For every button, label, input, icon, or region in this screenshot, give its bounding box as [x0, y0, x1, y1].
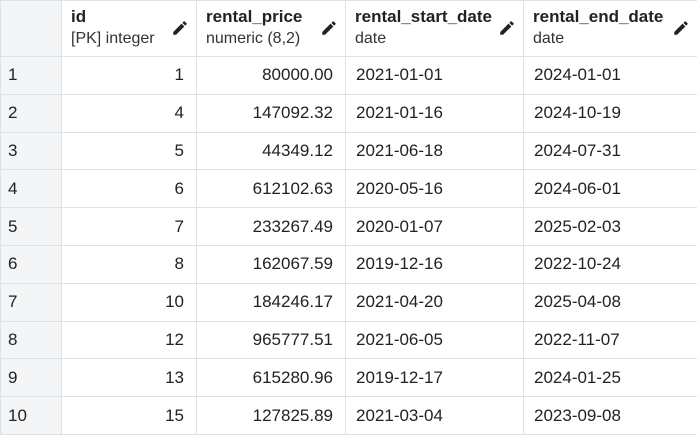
cell-rental-start-date[interactable]: 2021-06-05	[345, 320, 524, 360]
pencil-icon[interactable]	[320, 19, 338, 37]
row-number[interactable]: 8	[0, 320, 62, 360]
cell-id[interactable]: 15	[61, 396, 197, 435]
cell-rental-end-date[interactable]: 2024-06-01	[523, 169, 697, 209]
cell-id[interactable]: 10	[61, 282, 197, 322]
column-name: id	[71, 7, 87, 26]
column-header-rental-end-date[interactable]: rental_end_date date	[523, 0, 697, 57]
table-row[interactable]: 7 10 184246.17 2021-04-20 2025-04-08	[0, 282, 697, 322]
cell-id[interactable]: 12	[61, 320, 197, 360]
table-row[interactable]: 1 1 80000.00 2021-01-01 2024-01-01	[0, 56, 697, 95]
cell-rental-start-date[interactable]: 2020-05-16	[345, 169, 524, 209]
row-number[interactable]: 10	[0, 396, 62, 435]
row-number[interactable]: 5	[0, 207, 62, 246]
table-row[interactable]: 2 4 147092.32 2021-01-16 2024-10-19	[0, 93, 697, 133]
table-row[interactable]: 8 12 965777.51 2021-06-05 2022-11-07	[0, 320, 697, 360]
cell-id[interactable]: 13	[61, 358, 197, 398]
cell-rental-price[interactable]: 147092.32	[196, 93, 346, 133]
cell-rental-start-date[interactable]: 2021-04-20	[345, 282, 524, 322]
cell-rental-price[interactable]: 965777.51	[196, 320, 346, 360]
cell-rental-start-date[interactable]: 2021-06-18	[345, 131, 524, 171]
cell-rental-price[interactable]: 184246.17	[196, 282, 346, 322]
table-row[interactable]: 4 6 612102.63 2020-05-16 2024-06-01	[0, 169, 697, 209]
column-type: date	[355, 30, 387, 47]
column-header-rental-price[interactable]: rental_price numeric (8,2)	[196, 0, 346, 57]
cell-rental-start-date[interactable]: 2021-01-16	[345, 93, 524, 133]
cell-id[interactable]: 7	[61, 207, 197, 246]
row-number[interactable]: 2	[0, 93, 62, 133]
cell-id[interactable]: 8	[61, 244, 197, 284]
row-number[interactable]: 4	[0, 169, 62, 209]
column-type: [PK] integer	[71, 30, 155, 47]
cell-rental-end-date[interactable]: 2024-07-31	[523, 131, 697, 171]
row-number-header[interactable]	[0, 0, 62, 57]
cell-id[interactable]: 1	[61, 56, 197, 95]
cell-rental-start-date[interactable]: 2019-12-16	[345, 244, 524, 284]
cell-rental-price[interactable]: 44349.12	[196, 131, 346, 171]
cell-id[interactable]: 4	[61, 93, 197, 133]
table-row[interactable]: 10 15 127825.89 2021-03-04 2023-09-08	[0, 396, 697, 435]
column-header-id[interactable]: id [PK] integer	[61, 0, 197, 57]
cell-rental-start-date[interactable]: 2020-01-07	[345, 207, 524, 246]
cell-rental-end-date[interactable]: 2022-11-07	[523, 320, 697, 360]
cell-rental-start-date[interactable]: 2021-01-01	[345, 56, 524, 95]
header-row: id [PK] integer rental_price numeric (8,…	[0, 0, 697, 57]
cell-rental-price[interactable]: 80000.00	[196, 56, 346, 95]
cell-rental-price[interactable]: 233267.49	[196, 207, 346, 246]
cell-rental-price[interactable]: 127825.89	[196, 396, 346, 435]
table-row[interactable]: 9 13 615280.96 2019-12-17 2024-01-25	[0, 358, 697, 398]
column-name: rental_end_date	[533, 7, 664, 26]
pencil-icon[interactable]	[498, 19, 516, 37]
column-name: rental_start_date	[355, 7, 493, 26]
row-number[interactable]: 6	[0, 244, 62, 284]
cell-rental-end-date[interactable]: 2025-04-08	[523, 282, 697, 322]
cell-rental-price[interactable]: 162067.59	[196, 244, 346, 284]
table-row[interactable]: 3 5 44349.12 2021-06-18 2024-07-31	[0, 131, 697, 171]
column-header-rental-start-date[interactable]: rental_start_date date	[345, 0, 524, 57]
table-row[interactable]: 5 7 233267.49 2020-01-07 2025-02-03	[0, 207, 697, 246]
cell-rental-start-date[interactable]: 2019-12-17	[345, 358, 524, 398]
row-number[interactable]: 7	[0, 282, 62, 322]
cell-id[interactable]: 6	[61, 169, 197, 209]
column-type: date	[533, 30, 565, 47]
cell-rental-end-date[interactable]: 2024-10-19	[523, 93, 697, 133]
row-number[interactable]: 3	[0, 131, 62, 171]
row-number[interactable]: 9	[0, 358, 62, 398]
pencil-icon[interactable]	[672, 19, 690, 37]
column-name: rental_price	[206, 7, 303, 26]
cell-rental-end-date[interactable]: 2023-09-08	[523, 396, 697, 435]
column-type: numeric (8,2)	[206, 30, 301, 47]
table-row[interactable]: 6 8 162067.59 2019-12-16 2022-10-24	[0, 244, 697, 284]
pencil-icon[interactable]	[171, 19, 189, 37]
cell-rental-price[interactable]: 615280.96	[196, 358, 346, 398]
cell-rental-end-date[interactable]: 2024-01-01	[523, 56, 697, 95]
cell-rental-end-date[interactable]: 2024-01-25	[523, 358, 697, 398]
cell-id[interactable]: 5	[61, 131, 197, 171]
cell-rental-end-date[interactable]: 2025-02-03	[523, 207, 697, 246]
row-number[interactable]: 1	[0, 56, 62, 95]
cell-rental-price[interactable]: 612102.63	[196, 169, 346, 209]
cell-rental-end-date[interactable]: 2022-10-24	[523, 244, 697, 284]
cell-rental-start-date[interactable]: 2021-03-04	[345, 396, 524, 435]
